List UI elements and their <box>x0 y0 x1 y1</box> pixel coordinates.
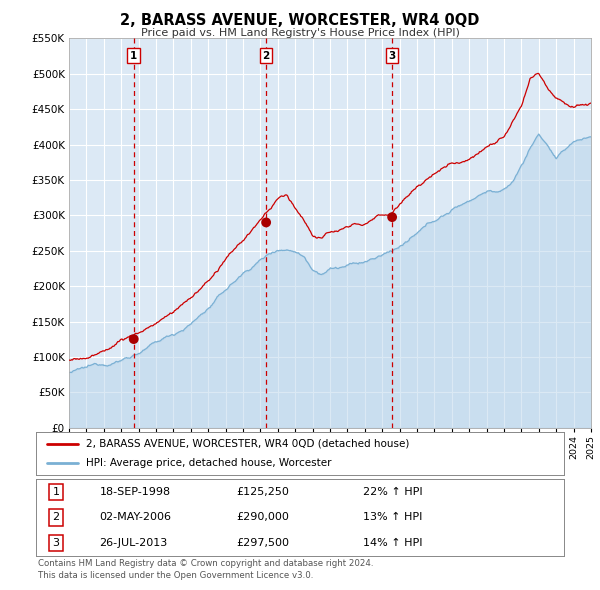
Text: 2, BARASS AVENUE, WORCESTER, WR4 0QD (detached house): 2, BARASS AVENUE, WORCESTER, WR4 0QD (de… <box>86 439 410 449</box>
Text: This data is licensed under the Open Government Licence v3.0.: This data is licensed under the Open Gov… <box>38 571 313 580</box>
Point <box>129 335 139 344</box>
Text: 18-SEP-1998: 18-SEP-1998 <box>100 487 170 497</box>
Text: £125,250: £125,250 <box>236 487 290 497</box>
Text: 3: 3 <box>388 51 396 61</box>
Text: 02-MAY-2006: 02-MAY-2006 <box>100 513 172 522</box>
Text: £297,500: £297,500 <box>236 538 290 548</box>
Text: £290,000: £290,000 <box>236 513 290 522</box>
Text: 2: 2 <box>53 513 59 522</box>
Point <box>388 212 397 222</box>
Text: 2: 2 <box>263 51 270 61</box>
Text: 3: 3 <box>53 538 59 548</box>
Text: 1: 1 <box>130 51 137 61</box>
Text: 14% ↑ HPI: 14% ↑ HPI <box>364 538 423 548</box>
Text: Price paid vs. HM Land Registry's House Price Index (HPI): Price paid vs. HM Land Registry's House … <box>140 28 460 38</box>
Text: HPI: Average price, detached house, Worcester: HPI: Average price, detached house, Worc… <box>86 458 332 468</box>
Text: Contains HM Land Registry data © Crown copyright and database right 2024.: Contains HM Land Registry data © Crown c… <box>38 559 373 568</box>
Point <box>262 218 271 227</box>
Text: 1: 1 <box>53 487 59 497</box>
Text: 13% ↑ HPI: 13% ↑ HPI <box>364 513 423 522</box>
Text: 26-JUL-2013: 26-JUL-2013 <box>100 538 167 548</box>
Text: 22% ↑ HPI: 22% ↑ HPI <box>364 487 423 497</box>
Text: 2, BARASS AVENUE, WORCESTER, WR4 0QD: 2, BARASS AVENUE, WORCESTER, WR4 0QD <box>121 13 479 28</box>
